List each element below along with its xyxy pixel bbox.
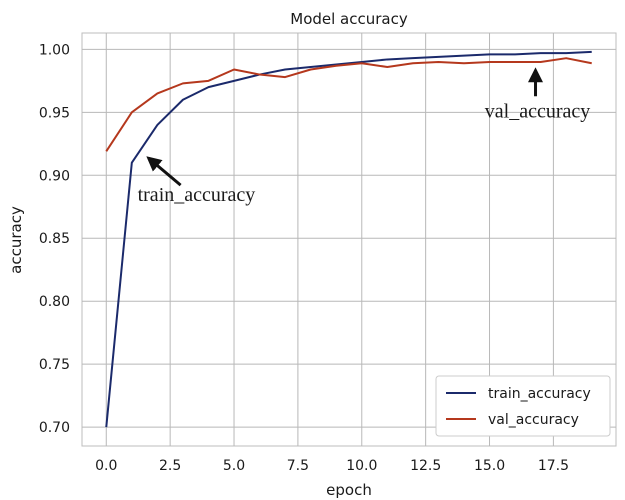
x-tick-label: 7.5 (287, 458, 309, 474)
x-tick-label: 17.5 (538, 458, 569, 474)
legend: train_accuracy val_accuracy (435, 375, 611, 437)
y-tick-label: 0.80 (39, 294, 70, 310)
x-tick-label: 0.0 (95, 458, 117, 474)
y-axis-label: accuracy (7, 206, 25, 274)
y-tick-labels: 0.70 0.75 0.80 0.85 0.90 0.95 1.00 (39, 42, 70, 436)
y-tick-label: 0.85 (39, 231, 70, 247)
y-tick-label: 1.00 (39, 42, 70, 58)
chart-title: Model accuracy (290, 10, 408, 28)
x-tick-label: 5.0 (223, 458, 245, 474)
series-lines (105, 50, 592, 428)
train-annotation-arrow (146, 156, 182, 187)
legend-label-train: train_accuracy (488, 386, 591, 402)
train-accuracy-line (105, 50, 592, 428)
y-tick-label: 0.95 (39, 105, 70, 121)
y-tick-label: 0.90 (39, 168, 70, 184)
legend-box (435, 375, 611, 437)
legend-label-val: val_accuracy (488, 412, 579, 428)
y-tick-label: 0.75 (39, 357, 70, 373)
x-tick-label: 12.5 (410, 458, 441, 474)
val-accuracy-line (105, 57, 592, 152)
x-tick-label: 10.0 (346, 458, 377, 474)
x-tick-label: 2.5 (159, 458, 181, 474)
val-annotation-label: val_accuracy (485, 100, 590, 122)
train-annotation-label: train_accuracy (138, 184, 256, 206)
x-tick-label: 15.0 (474, 458, 505, 474)
x-axis-label: epoch (326, 481, 372, 499)
y-tick-label: 0.70 (39, 420, 70, 436)
annotations: train_accuracy val_accuracy (138, 67, 590, 206)
x-tick-labels: 0.0 2.5 5.0 7.5 10.0 12.5 15.0 17.5 (95, 458, 569, 474)
